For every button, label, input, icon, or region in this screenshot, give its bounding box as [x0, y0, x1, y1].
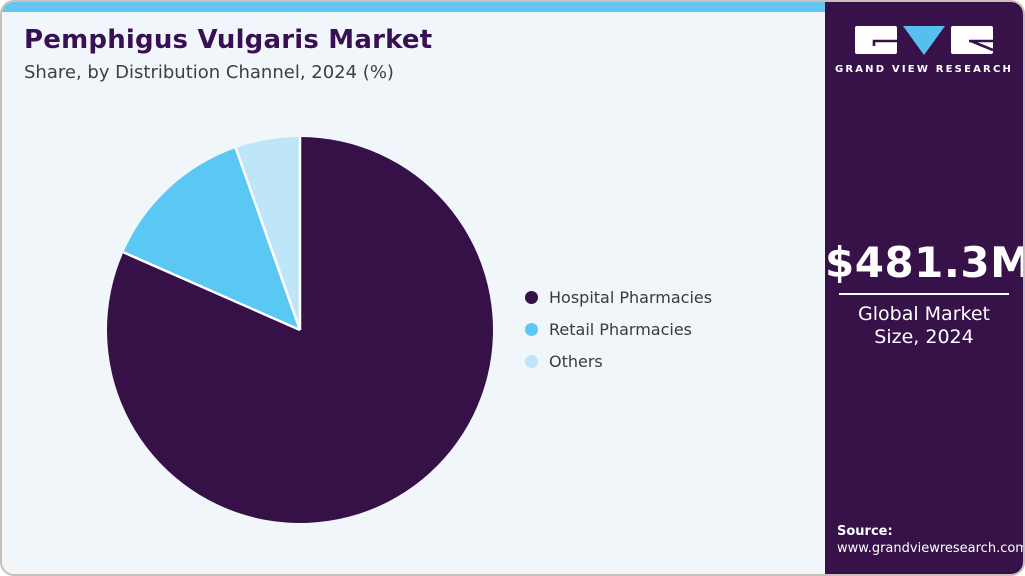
chart-area: Pemphigus Vulgaris Market Share, by Dist…: [2, 2, 825, 574]
logo-r-icon: [951, 26, 993, 54]
legend-label: Retail Pharmacies: [549, 320, 692, 339]
slice-separator: [122, 251, 301, 332]
accent-top-bar: [2, 2, 825, 12]
legend-item: Retail Pharmacies: [525, 320, 712, 339]
brand-name: GRAND VIEW RESEARCH: [834, 64, 1014, 75]
legend-dot-icon: [525, 355, 538, 368]
market-size-value: $481.3M: [825, 238, 1025, 287]
legend-label: Hospital Pharmacies: [549, 288, 713, 307]
legend: Hospital Pharmacies Retail Pharmacies Othe…: [525, 288, 712, 371]
market-size-label: Global Market Size, 2024: [858, 303, 990, 348]
page-subtitle: Share, by Distribution Channel, 2024 (%): [24, 61, 394, 83]
source-label: Source:: [837, 524, 893, 539]
logo-v-icon: [903, 26, 945, 55]
legend-item: Others: [525, 352, 712, 371]
title-block: Pemphigus Vulgaris Market Share, by Dist…: [24, 26, 432, 83]
pie-chart-svg: [107, 137, 494, 523]
divider: [839, 293, 1009, 295]
logo-g-icon: [855, 26, 897, 54]
page-title: Pemphigus Vulgaris Market: [24, 25, 433, 55]
legend-dot-icon: [525, 291, 538, 304]
source-block: Source: www.grandviewresearch.com: [837, 524, 1025, 556]
source-url: www.grandviewresearch.com: [837, 541, 1025, 556]
pie-slice-retail-pharmacies: [123, 148, 300, 330]
slice-separator: [234, 147, 302, 331]
market-size-block: $481.3M Global Market Size, 2024: [825, 242, 1023, 349]
sidebar: GRAND VIEW RESEARCH $481.3M Global Marke…: [825, 2, 1023, 574]
pie-chart: [103, 133, 497, 527]
legend-dot-icon: [525, 323, 538, 336]
legend-item: Hospital Pharmacies: [525, 288, 712, 307]
gvr-logo-icon: [855, 26, 993, 56]
legend-label: Others: [549, 352, 603, 371]
brand-logo: GRAND VIEW RESEARCH: [825, 26, 1023, 75]
